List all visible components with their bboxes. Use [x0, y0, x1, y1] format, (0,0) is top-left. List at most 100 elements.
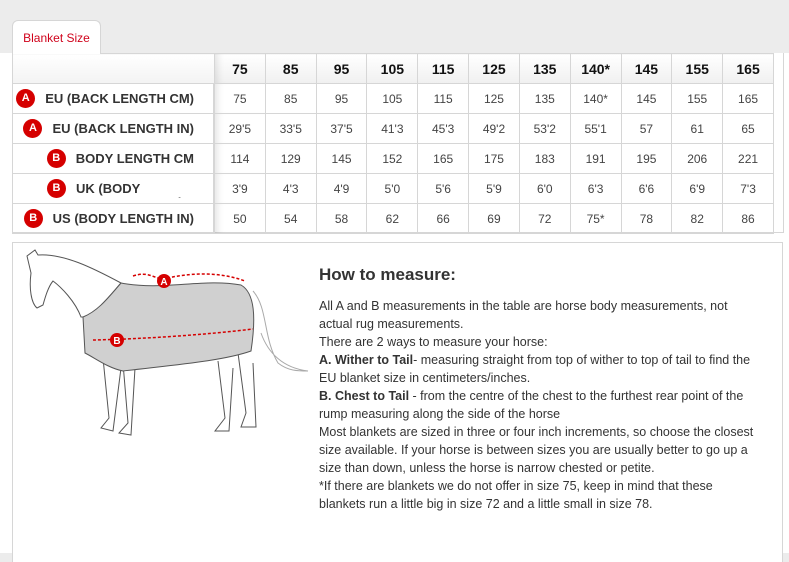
table-cell: 6'9 — [671, 173, 724, 204]
size-table-wrapper: 75 85 95 105 115 125 135 140* 145 155 165 A EU (BAC… — [12, 53, 784, 234]
tab-blanket-size[interactable]: Blanket Size — [12, 20, 101, 54]
table-cell: 4'9 — [315, 173, 368, 204]
table-cell: 5'0 — [366, 173, 419, 204]
table-cell: 114 — [214, 143, 266, 174]
how-to-measure-panel: A B How to measure: All A and B measurem… — [12, 242, 783, 562]
size-header: 85 — [264, 53, 317, 84]
table-cell: 61 — [671, 113, 724, 144]
row-label-cell: A EU (BACK LENGTH IN) — [12, 113, 215, 144]
measurement-badge: A — [23, 118, 43, 138]
table-cell: 191 — [569, 143, 622, 174]
table-row: A EU (BACK LENGTH CM) 75 85 95 105 115 125 135 14… — [12, 83, 774, 114]
method-b-text: - from the centre of the chest to the fu… — [319, 389, 744, 421]
table-cell: 58 — [315, 203, 368, 234]
table-cell: 165 — [722, 83, 774, 114]
table-cell: 54 — [264, 203, 317, 234]
table-cell: 140* — [569, 83, 622, 114]
table-cell: 66 — [417, 203, 470, 234]
marker-a-label: A — [160, 277, 167, 288]
table-cell: 37'5 — [315, 113, 368, 144]
table-cell: 3'9 — [214, 173, 266, 204]
measurement-badge: B — [46, 148, 66, 168]
measurement-badge: A — [16, 88, 36, 108]
row-label-cell: A EU (BACK LENGTH CM) — [12, 83, 215, 114]
table-cell: 33'5 — [264, 113, 317, 144]
table-cell: 75 — [214, 83, 266, 114]
size-note: *If there are blankets we do not offer i… — [319, 479, 713, 511]
table-cell: 6'0 — [518, 173, 571, 204]
method-b-title: B. Chest to Tail — [319, 389, 410, 403]
table-cell: 129 — [264, 143, 317, 174]
table-cell: 78 — [620, 203, 673, 234]
horse-diagram: A B — [26, 249, 309, 436]
table-row: B UK (BODY LENGTH FT & IN) 3'94'34'95'05'6… — [12, 173, 774, 204]
table-cell: 50 — [214, 203, 266, 234]
size-header: 75 — [214, 53, 266, 84]
row-label-cell: B BODY LENGTH CM — [12, 143, 215, 174]
table-row: B US (BODY LENGTH IN) 50 54 58 62 66 69 72 75* 78 8… — [12, 203, 774, 234]
row-label: EU (BACK LENGTH IN) — [52, 121, 194, 136]
table-cell: 206 — [671, 143, 724, 174]
size-header: 155 — [671, 53, 724, 84]
size-header: 165 — [722, 53, 774, 84]
table-cell: 115 — [417, 83, 470, 114]
row-label-cell: B US (BODY LENGTH IN) — [12, 203, 215, 234]
size-header: 115 — [417, 53, 470, 84]
table-row: B BODY LENGTH CM 114 129 145 152 165 175 183 191 1… — [12, 143, 774, 174]
size-header: 105 — [366, 53, 419, 84]
table-cell: 57 — [620, 113, 673, 144]
table-row: A EU (BACK LENGTH IN) 29'5 33'5 37'5 41'3 45'3… — [12, 113, 774, 144]
measure-instructions: How to measure: All A and B measurements… — [34, 263, 754, 513]
measurement-badge: B — [47, 178, 66, 198]
table-cell: 69 — [468, 203, 520, 234]
table-cell: 145 — [315, 143, 368, 174]
ways-text: There are 2 ways to measure your horse: — [319, 335, 548, 349]
method-a-text: - measuring straight from top of wither … — [319, 353, 751, 385]
table-cell: 82 — [671, 203, 724, 234]
table-cell: 152 — [366, 143, 419, 174]
table-cell: 62 — [366, 203, 419, 234]
table-cell: 105 — [366, 83, 419, 114]
table-cell: 195 — [620, 143, 673, 174]
table-cell: 221 — [722, 143, 774, 174]
table-cell: 95 — [315, 83, 368, 114]
size-table: 75 85 95 105 115 125 135 140* 145 155 165 A EU (BAC… — [12, 53, 774, 234]
table-cell: 45'3 — [417, 113, 470, 144]
table-cell: 175 — [468, 143, 520, 174]
content-area: 75 85 95 105 115 125 135 140* 145 155 165 A EU (BAC… — [0, 53, 789, 562]
table-cell: 135 — [518, 83, 571, 114]
table-cell: 7'3 — [722, 173, 774, 204]
table-cell: 6'6 — [620, 173, 673, 204]
table-cell: 49'2 — [468, 113, 520, 144]
measurement-badge: B — [23, 208, 43, 228]
table-cell: 145 — [620, 83, 673, 114]
table-cell: 183 — [518, 143, 571, 174]
how-to-measure-title: How to measure: — [319, 265, 456, 284]
row-label: EU (BACK LENGTH CM) — [45, 91, 194, 106]
table-cell: 5'9 — [468, 173, 520, 204]
table-cell: 125 — [468, 83, 520, 114]
method-a: A. Wither to Tail- measuring straight fr… — [34, 351, 754, 387]
method-a-title: A. Wither to Tail — [319, 353, 414, 367]
marker-a — [157, 274, 171, 288]
row-label: UK (BODY LENGTH FT & IN) — [76, 181, 183, 198]
table-header-row: 75 85 95 105 115 125 135 140* 145 155 165 — [12, 53, 774, 84]
table-cell: 86 — [722, 203, 774, 234]
table-cell: 41'3 — [366, 113, 419, 144]
intro-text: All A and B measurements in the table ar… — [319, 299, 728, 331]
increments-text: Most blankets are sized in three or four… — [319, 425, 754, 475]
size-header: 95 — [315, 53, 368, 84]
table-cell: 6'3 — [569, 173, 622, 204]
table-cell: 29'5 — [214, 113, 266, 144]
size-header: 125 — [468, 53, 520, 84]
row-label: BODY LENGTH CM — [75, 151, 194, 166]
row-label-cell: B UK (BODY LENGTH FT & IN) — [12, 173, 215, 204]
table-cell: 53'2 — [518, 113, 571, 144]
table-cell: 55'1 — [569, 113, 622, 144]
row-label: US (BODY LENGTH IN) — [52, 211, 194, 226]
header-corner — [12, 53, 215, 84]
marker-b-label: B — [113, 336, 120, 347]
marker-b — [110, 333, 124, 347]
table-cell: 155 — [671, 83, 724, 114]
table-cell: 5'6 — [417, 173, 470, 204]
